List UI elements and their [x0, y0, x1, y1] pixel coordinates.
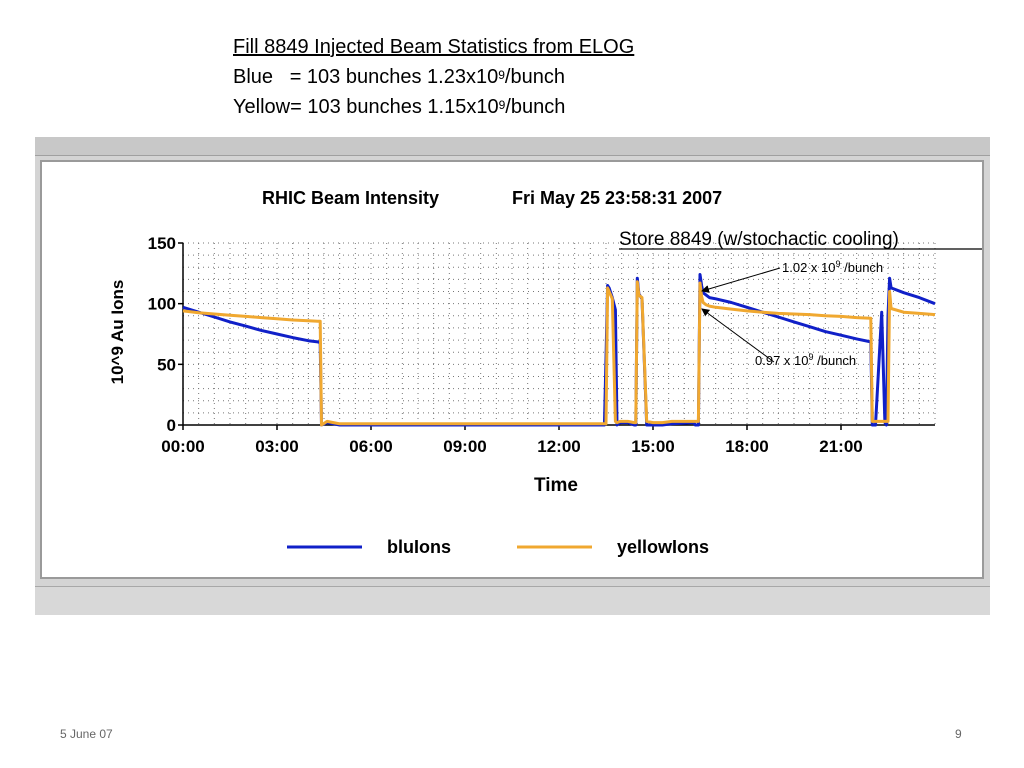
- legend: bluIons yellowIons: [287, 537, 709, 557]
- x-axis-label: Time: [534, 475, 578, 496]
- y-tick-label: 0: [167, 416, 176, 435]
- chart-title: RHIC Beam Intensity: [262, 188, 439, 208]
- blue-beam-stats-exponent: 9: [498, 68, 505, 82]
- y-axis-label: 10^9 Au Ions: [108, 280, 127, 385]
- yellow-beam-stats-exponent: 9: [498, 98, 506, 112]
- chart-panel: RHIC Beam Intensity Fri May 25 23:58:31 …: [35, 137, 990, 615]
- legend-label: yellowIons: [617, 537, 709, 557]
- lower-annotation-exponent: 9: [809, 352, 814, 362]
- x-tick-label: 06:00: [349, 437, 392, 456]
- yellow-beam-stats-text: Yellow= 103 bunches 1.15x10: [233, 96, 499, 118]
- x-tick-label: 21:00: [819, 437, 862, 456]
- panel-bottom-bar: [35, 586, 990, 615]
- slide-title: Fill 8849 Injected Beam Statistics from …: [233, 36, 635, 58]
- x-tick-label: 00:00: [161, 437, 204, 456]
- series-line-bluIons: [182, 273, 936, 427]
- chart-frame: RHIC Beam Intensity Fri May 25 23:58:31 …: [40, 160, 984, 579]
- upper-annotation-text: 1.02 x 10: [782, 260, 836, 275]
- legend-label: bluIons: [387, 537, 451, 557]
- beam-intensity-chart: RHIC Beam Intensity Fri May 25 23:58:31 …: [108, 188, 982, 557]
- x-tick-label: 12:00: [537, 437, 580, 456]
- y-tick-label: 100: [148, 295, 176, 314]
- lower-annotation-unit: /bunch: [814, 353, 857, 368]
- lower-arrow: [701, 308, 775, 363]
- y-tick-label: 50: [157, 355, 176, 374]
- x-tick-label: 18:00: [725, 437, 768, 456]
- blue-beam-stats-unit: /bunch: [504, 66, 565, 88]
- y-tick-label: 150: [148, 234, 176, 253]
- x-tick-label: 03:00: [255, 437, 298, 456]
- upper-arrow: [701, 267, 781, 293]
- upper-annotation-unit: /bunch: [841, 260, 884, 275]
- blue-beam-stats: Blue = 103 bunches 1.23x109/bunch: [233, 63, 565, 91]
- chart-timestamp: Fri May 25 23:58:31 2007: [512, 188, 722, 208]
- x-axis-ticks: 00:00 03:00 06:00 09:00 12:00 15:00 18:00 21:00: [161, 425, 863, 456]
- series-lines: [182, 273, 936, 427]
- x-tick-label: 09:00: [443, 437, 486, 456]
- footer-date: 5 June 07: [60, 727, 113, 741]
- lower-annotation-text: 0.97 x 10: [755, 353, 809, 368]
- page-number: 9: [955, 727, 962, 741]
- upper-annotation-exponent: 9: [836, 259, 841, 269]
- x-tick-label: 15:00: [631, 437, 674, 456]
- yellow-beam-stats: Yellow= 103 bunches 1.15x109/bunch: [233, 93, 565, 121]
- lower-annotation: 0.97 x 109 /bunch: [755, 352, 856, 368]
- upper-annotation: 1.02 x 109 /bunch: [782, 259, 883, 275]
- yellow-beam-stats-unit: /bunch: [505, 96, 566, 118]
- panel-top-bar: [35, 137, 990, 156]
- y-axis-ticks: 0 50 100 150: [148, 234, 183, 435]
- series-line-yellowIons: [182, 280, 936, 427]
- store-annotation: Store 8849 (w/stochactic cooling): [619, 229, 982, 250]
- blue-beam-stats-text: Blue = 103 bunches 1.23x10: [233, 66, 499, 88]
- grid: [182, 242, 936, 426]
- store-label: Store 8849 (w/stochactic cooling): [619, 229, 899, 250]
